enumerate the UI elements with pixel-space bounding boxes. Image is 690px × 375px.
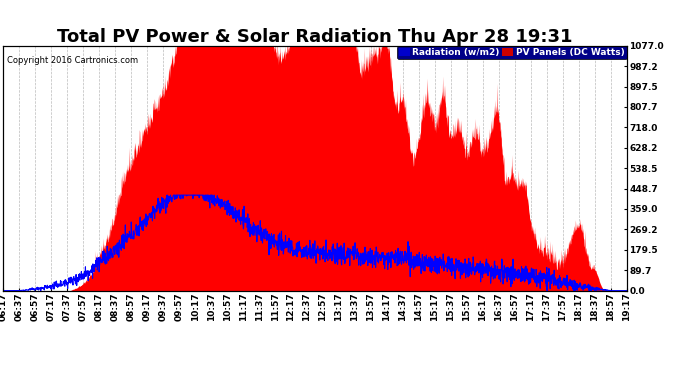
Legend: Radiation (w/m2), PV Panels (DC Watts): Radiation (w/m2), PV Panels (DC Watts) [397, 46, 627, 59]
Text: Copyright 2016 Cartronics.com: Copyright 2016 Cartronics.com [7, 56, 138, 64]
Title: Total PV Power & Solar Radiation Thu Apr 28 19:31: Total PV Power & Solar Radiation Thu Apr… [57, 28, 573, 46]
